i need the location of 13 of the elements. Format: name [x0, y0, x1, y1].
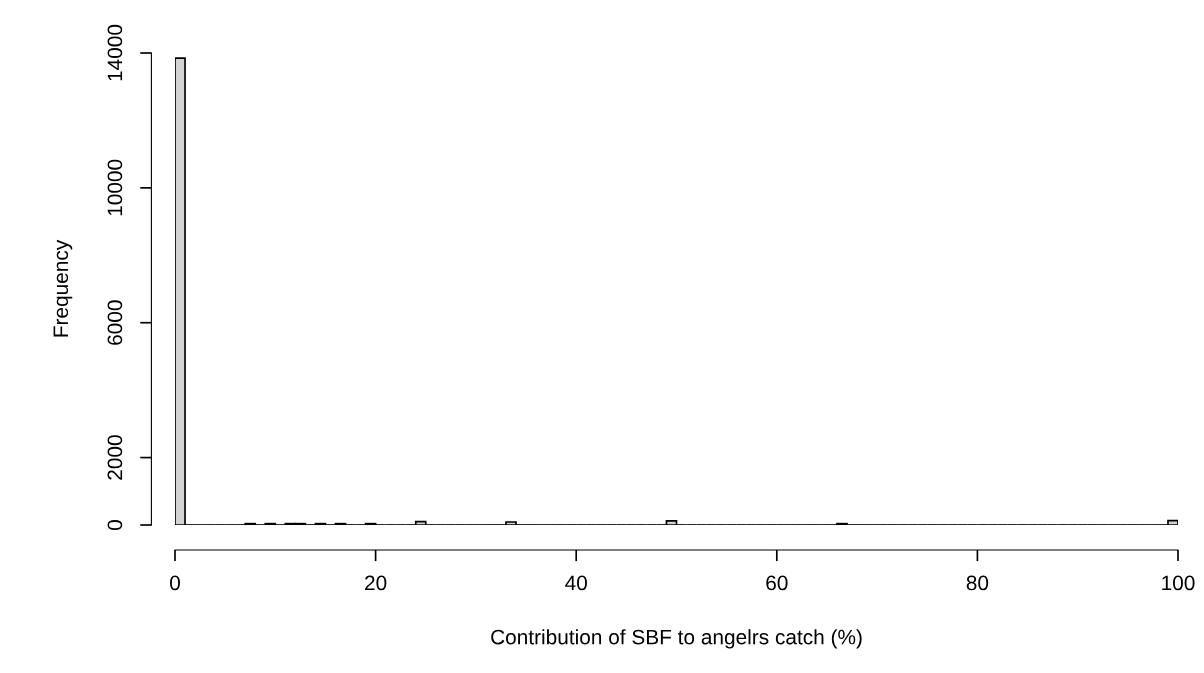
x-tick-label: 100 [1162, 575, 1195, 591]
y-tick-label: 2000 [107, 435, 123, 480]
y-tick-label: 0 [107, 520, 123, 530]
x-tick-label: 40 [565, 575, 587, 591]
y-axis-title: Frequency [53, 239, 73, 337]
x-tick-label: 60 [766, 575, 788, 591]
y-tick-label: 10000 [107, 159, 123, 216]
x-tick-label: 0 [170, 575, 180, 591]
x-tick-label: 80 [966, 575, 989, 591]
y-tick-label: 14000 [107, 24, 123, 81]
x-tick-label: 20 [365, 575, 387, 591]
y-tick-label: 6000 [107, 300, 123, 345]
x-axis-title: Contribution of SBF to angelrs catch (%) [491, 629, 862, 649]
